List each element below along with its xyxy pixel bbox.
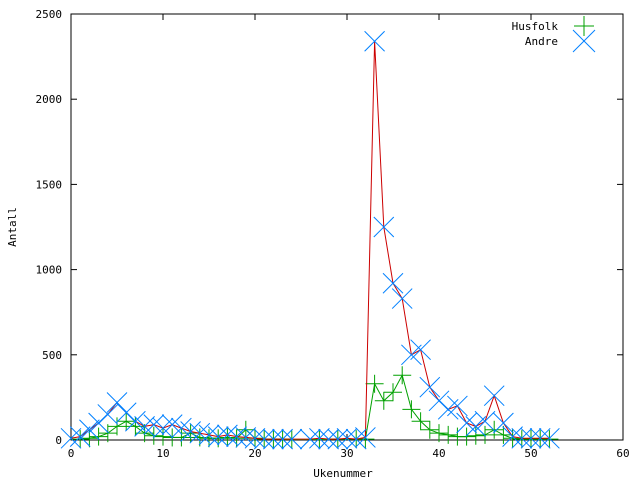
data-point-husfolk [126, 417, 145, 436]
y-tick-label: 500 [42, 349, 62, 362]
data-point-andre [134, 416, 155, 437]
x-tick-label: 60 [616, 447, 629, 460]
plot-frame [70, 13, 624, 441]
data-point-andre [318, 428, 339, 450]
data-point-andre [309, 427, 330, 449]
data-point-husfolk [430, 424, 448, 443]
data-point-andre [198, 424, 220, 446]
data-point-husfolk [310, 430, 329, 449]
data-point-andre [520, 427, 542, 449]
data-point-husfolk [154, 427, 172, 446]
x-tick-label: 10 [156, 447, 169, 460]
data-point-husfolk [402, 400, 421, 419]
data-point-andre [281, 428, 303, 450]
y-axis-label: Antall [6, 207, 19, 247]
data-point-husfolk [540, 430, 559, 449]
data-point-andre [364, 30, 385, 52]
data-point-andre [539, 427, 560, 449]
data-point-husfolk [393, 366, 412, 385]
data-point-andre [152, 417, 174, 439]
data-point-husfolk [108, 417, 126, 436]
data-point-husfolk [181, 424, 200, 443]
data-point-andre [79, 419, 100, 441]
data-point-andre [161, 414, 183, 436]
data-point-andre [465, 416, 487, 437]
data-point-husfolk [466, 426, 485, 445]
y-tick-label: 1000 [36, 264, 63, 277]
data-point-andre [355, 427, 376, 448]
x-tick-label: 0 [68, 447, 75, 460]
data-point-andre [474, 410, 496, 432]
data-point-andre [336, 427, 358, 449]
legend-marker-andre [572, 29, 596, 53]
x-tick-label: 20 [248, 447, 261, 460]
x-tick-label: 40 [432, 447, 445, 460]
data-point-husfolk [439, 425, 458, 444]
legend-label-andre: Andre [525, 35, 558, 48]
data-point-andre [382, 272, 404, 294]
data-point-andre [143, 414, 165, 436]
data-point-andre [401, 344, 422, 366]
data-point-andre [419, 376, 441, 398]
data-point-andre [327, 428, 349, 450]
data-point-andre [299, 428, 321, 450]
x-axis-label: Ukenummer [313, 467, 373, 480]
data-point-andre [345, 428, 367, 450]
data-point-andre [180, 421, 201, 442]
data-point-andre [189, 422, 211, 444]
legend-label-husfolk: Husfolk [512, 20, 559, 33]
data-point-andre [493, 412, 514, 434]
data-point-andre [272, 428, 293, 450]
data-point-andre [69, 426, 91, 447]
data-point-husfolk [384, 383, 402, 402]
data-point-andre [511, 427, 533, 449]
data-point-husfolk [98, 424, 117, 443]
x-tick-label: 30 [340, 447, 353, 460]
y-tick-label: 2000 [36, 93, 63, 106]
data-point-husfolk [117, 412, 136, 431]
data-series [60, 30, 560, 450]
data-point-andre [483, 385, 505, 407]
x-tick-label: 50 [524, 447, 537, 460]
data-point-andre [125, 410, 146, 432]
data-point-andre [437, 398, 459, 420]
data-point-husfolk [218, 428, 237, 447]
y-tick-label: 2500 [36, 8, 63, 21]
legend-marker-husfolk [574, 16, 594, 36]
data-point-husfolk [494, 425, 513, 444]
data-point-andre [207, 426, 229, 447]
data-point-andre [97, 404, 119, 425]
series-andre [60, 30, 560, 450]
data-point-husfolk [172, 428, 191, 447]
data-point-husfolk [457, 427, 476, 446]
data-point-andre [529, 427, 551, 449]
data-point-husfolk [420, 420, 439, 439]
data-point-husfolk [411, 412, 430, 431]
data-point-husfolk [89, 427, 108, 446]
data-point-andre [447, 395, 468, 417]
data-point-andre [373, 216, 395, 238]
data-point-andre [171, 417, 192, 439]
data-point-andre [391, 288, 413, 309]
data-point-andre [253, 428, 275, 450]
data-point-andre [235, 427, 257, 448]
data-point-andre [226, 426, 247, 447]
data-point-andre [263, 428, 284, 450]
legend: Husfolk Andre [512, 16, 596, 53]
data-point-husfolk [365, 374, 384, 393]
y-tick-label: 1500 [36, 178, 63, 191]
data-point-andre [410, 339, 431, 361]
y-tick-label: 0 [55, 434, 62, 447]
data-point-husfolk [374, 391, 393, 410]
data-point-andre [60, 427, 82, 449]
data-point-andre [217, 424, 238, 446]
data-point-andre [456, 412, 477, 434]
axis-ticks: 0 10 20 30 40 50 60 0 500 1000 1500 2000 2500 [36, 8, 630, 460]
series-line-andre [70, 41, 550, 440]
data-point-andre [106, 392, 128, 413]
data-point-andre [502, 426, 523, 447]
data-point-andre [244, 427, 266, 449]
